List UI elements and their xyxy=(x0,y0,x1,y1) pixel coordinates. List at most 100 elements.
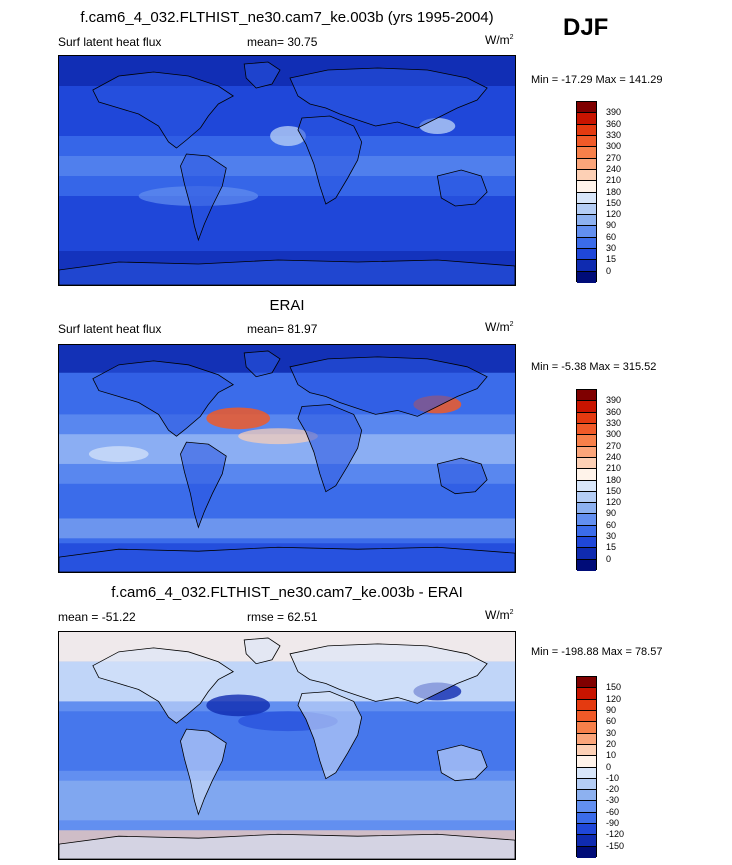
colorbar-tick-label: 90 xyxy=(606,508,617,519)
panel1-title: f.cam6_4_032.FLTHIST_ne30.cam7_ke.003b (… xyxy=(80,9,494,26)
panel1-colorbar xyxy=(576,101,597,283)
panel2-units: W/m2 xyxy=(485,320,514,334)
coastline xyxy=(59,259,515,285)
colorbar-tick-label: 270 xyxy=(606,440,622,451)
colorbar-swatch xyxy=(577,135,596,148)
colorbar-swatch xyxy=(577,688,596,700)
map-field xyxy=(59,56,515,285)
colorbar-tick-label: -20 xyxy=(606,784,620,795)
colorbar-tick-label: 360 xyxy=(606,118,622,129)
colorbar-swatch xyxy=(577,846,596,858)
map-anomaly xyxy=(238,428,318,445)
colorbar-tick-label: 270 xyxy=(606,152,622,163)
colorbar-swatch xyxy=(577,514,596,526)
colorbar-swatch xyxy=(577,401,596,413)
map-anomaly xyxy=(206,407,271,430)
colorbar-tick-label: 60 xyxy=(606,231,617,242)
coastline xyxy=(243,61,281,89)
coastline xyxy=(59,546,515,572)
map-anomaly xyxy=(270,126,306,146)
coastline xyxy=(289,643,488,704)
coastline xyxy=(297,691,363,780)
coastline xyxy=(436,744,488,782)
map-band xyxy=(59,780,515,821)
colorbar-tick-label: 120 xyxy=(606,497,622,508)
panel1-mean-label: mean= 30.75 xyxy=(247,35,318,49)
colorbar-swatch xyxy=(577,215,596,227)
colorbar-swatch xyxy=(577,824,596,836)
panel3-colorbar xyxy=(576,676,597,858)
colorbar-tick-label: 360 xyxy=(606,406,622,417)
colorbar-swatch xyxy=(577,756,596,768)
colorbar-swatch xyxy=(577,677,596,689)
colorbar-swatch xyxy=(577,147,596,159)
colorbar-tick-label: -120 xyxy=(606,829,625,840)
colorbar-tick-label: 0 xyxy=(606,761,612,772)
map-field xyxy=(59,632,515,859)
colorbar-swatch xyxy=(577,559,596,571)
colorbar-swatch xyxy=(577,237,596,250)
colorbar-tick-label: 120 xyxy=(606,209,622,220)
colorbar-swatch xyxy=(577,537,596,549)
coastline xyxy=(59,833,515,859)
colorbar-tick-label: 60 xyxy=(606,716,617,727)
colorbar-tick-label: 0 xyxy=(606,553,612,564)
colorbar-swatch xyxy=(577,503,596,515)
colorbar-tick-label: 150 xyxy=(606,682,622,693)
panel3-minmax: Min = -198.88 Max = 78.57 xyxy=(531,646,663,658)
colorbar-swatch xyxy=(577,525,596,538)
coastline xyxy=(92,647,235,724)
panel1-variable-label: Surf latent heat flux xyxy=(58,35,162,49)
map-field xyxy=(59,345,515,572)
colorbar-tick-label: 15 xyxy=(606,542,617,553)
colorbar-swatch xyxy=(577,203,596,216)
colorbar-swatch xyxy=(577,226,596,238)
panel3-mean-label: mean = -51.22 xyxy=(58,610,136,624)
colorbar-tick-label: 150 xyxy=(606,197,622,208)
colorbar-swatch xyxy=(577,124,596,136)
colorbar-tick-label: 30 xyxy=(606,243,617,254)
panel2-colorbar xyxy=(576,389,597,571)
colorbar-swatch xyxy=(577,423,596,436)
colorbar-swatch xyxy=(577,491,596,504)
colorbar-tick-label: 90 xyxy=(606,220,617,231)
colorbar-tick-label: 0 xyxy=(606,265,612,276)
coastline xyxy=(243,350,281,378)
colorbar-swatch xyxy=(577,102,596,114)
colorbar-swatch xyxy=(577,744,596,757)
colorbar-swatch xyxy=(577,169,596,182)
colorbar-tick-label: 30 xyxy=(606,531,617,542)
colorbar-tick-label: 15 xyxy=(606,254,617,265)
colorbar-tick-label: -150 xyxy=(606,840,625,851)
colorbar-swatch xyxy=(577,158,596,170)
colorbar-swatch xyxy=(577,801,596,813)
colorbar-tick-label: -60 xyxy=(606,806,620,817)
map-anomaly xyxy=(88,446,149,462)
colorbar-tick-label: 60 xyxy=(606,519,617,530)
coastline xyxy=(92,71,235,149)
panel3-map xyxy=(58,631,516,860)
season-label: DJF xyxy=(563,14,609,41)
colorbar-swatch xyxy=(577,722,596,734)
panel3-units: W/m2 xyxy=(485,608,514,622)
coastline xyxy=(92,360,235,437)
colorbar-swatch xyxy=(577,548,596,560)
colorbar-tick-label: 20 xyxy=(606,738,617,749)
colorbar-swatch xyxy=(577,412,596,424)
map-anomaly xyxy=(206,694,271,717)
colorbar-swatch xyxy=(577,181,596,193)
colorbar-tick-label: 30 xyxy=(606,727,617,738)
panel2-variable-label: Surf latent heat flux xyxy=(58,322,162,336)
coastline xyxy=(289,67,488,129)
colorbar-swatch xyxy=(577,778,596,791)
colorbar-tick-label: 150 xyxy=(606,485,622,496)
colorbar-swatch xyxy=(577,812,596,825)
map-band xyxy=(59,518,515,539)
colorbar-swatch xyxy=(577,469,596,481)
panel2-mean-label: mean= 81.97 xyxy=(247,322,318,336)
colorbar-tick-label: 180 xyxy=(606,474,622,485)
panel1-minmax: Min = -17.29 Max = 141.29 xyxy=(531,74,663,86)
colorbar-tick-label: 10 xyxy=(606,750,617,761)
colorbar-tick-label: 390 xyxy=(606,395,622,406)
map-band xyxy=(59,156,515,176)
